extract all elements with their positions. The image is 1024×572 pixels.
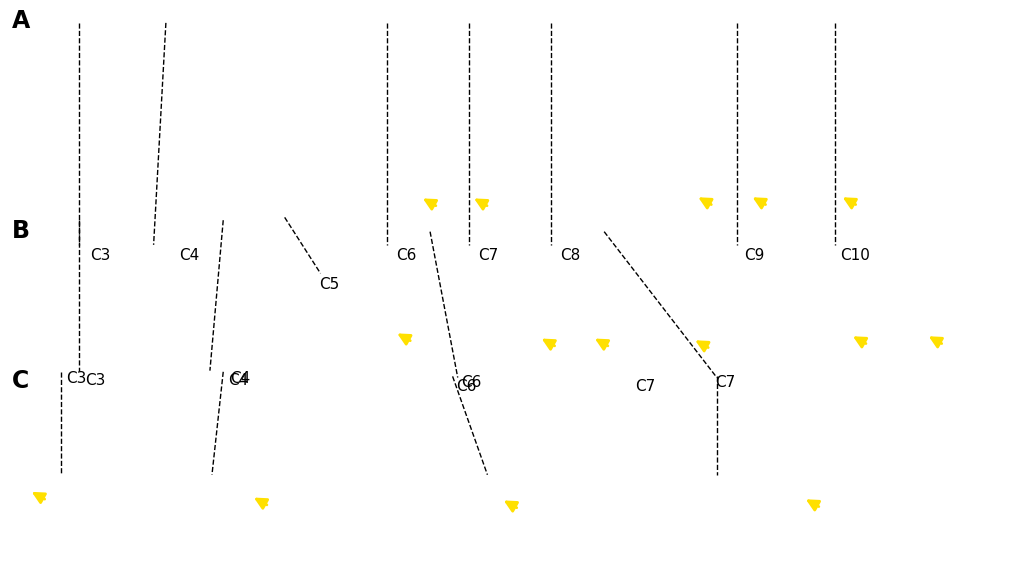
Text: C7: C7 (635, 379, 655, 394)
Text: C10: C10 (840, 248, 869, 263)
Text: C8: C8 (560, 248, 581, 263)
Text: C3: C3 (67, 371, 87, 386)
Text: C7: C7 (715, 375, 735, 390)
Text: C6: C6 (456, 379, 476, 394)
Text: C9: C9 (744, 248, 765, 263)
Text: B: B (12, 219, 31, 243)
Text: A: A (12, 9, 31, 33)
Text: C7: C7 (478, 248, 499, 263)
Text: C4: C4 (230, 371, 251, 386)
Text: C3: C3 (85, 373, 105, 388)
Text: C5: C5 (319, 277, 340, 292)
Text: C6: C6 (461, 375, 481, 390)
Text: C6: C6 (396, 248, 417, 263)
Text: C4: C4 (179, 248, 200, 263)
Text: C: C (12, 369, 30, 393)
Text: C4: C4 (228, 373, 249, 388)
Text: C3: C3 (90, 248, 111, 263)
